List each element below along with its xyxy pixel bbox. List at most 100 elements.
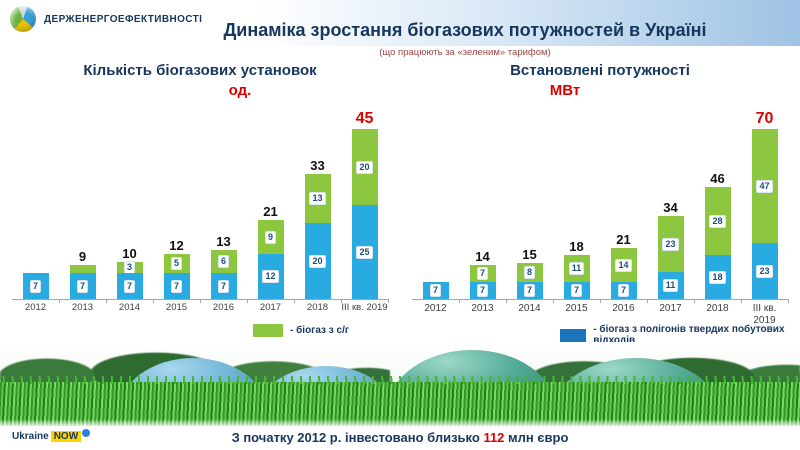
category-label: 2012 — [424, 303, 447, 314]
bar-total-label: 9 — [78, 249, 87, 264]
legend-label: - біогаз з полігонів твердих побутових в… — [593, 324, 785, 346]
invest-suffix: млн євро — [504, 430, 569, 445]
bar-segment-landfill: 12 — [257, 254, 284, 299]
bar-group: 10 3 7 — [116, 246, 143, 299]
bar-slot: 21 14 7 — [600, 102, 648, 303]
segment-value-label: 7 — [170, 279, 182, 293]
segment-value-label: 7 — [429, 284, 441, 297]
bar-segment-landfill: 7 — [163, 273, 190, 299]
category-label: 2013 — [71, 302, 94, 313]
bar-group: 14 7 7 — [469, 249, 496, 299]
bar-segment-landfill: 7 — [116, 273, 143, 299]
bar-slot: 12 5 7 — [153, 102, 201, 303]
bar-total-label: 46 — [710, 171, 725, 186]
category-label: 2014 — [518, 303, 541, 314]
bar-slot: 70 47 23 — [741, 102, 789, 303]
bar-slot: 10 3 7 — [106, 102, 154, 303]
category-label: 2013 — [471, 303, 494, 314]
category-label: 2016 — [212, 302, 235, 313]
chart-title: Кількість біогазових установок — [83, 62, 317, 79]
bar-slot: 14 7 7 — [459, 102, 507, 303]
page-subtitle: (що працюють за «зеленим» тарифом) — [379, 47, 551, 58]
segment-value-label: 7 — [123, 279, 135, 293]
bar-segment-agri: 20 — [351, 129, 378, 205]
bar-group: 70 47 23 — [751, 110, 778, 299]
bar-segment-landfill: 18 — [704, 255, 731, 299]
segment-value-label: 23 — [756, 264, 773, 278]
bar-slot: 45 20 25 — [341, 102, 389, 303]
segment-value-label: 23 — [662, 237, 679, 251]
bar-segment-landfill: 23 — [751, 243, 778, 299]
agency-name: ДЕРЖЕНЕРГОЕФЕКТИВНОСТІ — [44, 13, 203, 25]
bar-segment-agri: 7 — [469, 265, 496, 282]
bar-segment-landfill: 25 — [351, 205, 378, 299]
bar-segment-landfill: 7 — [210, 273, 237, 299]
segment-value-label: 18 — [709, 270, 726, 284]
bar-slot: 33 13 20 — [294, 102, 342, 303]
bar-segment-landfill: 7 — [469, 282, 496, 299]
bar-segment-landfill: 7 — [22, 273, 49, 299]
legend-swatch-green-icon — [253, 324, 283, 337]
segment-value-label: 20 — [309, 254, 326, 268]
chart-unit-label: од. — [228, 82, 252, 99]
bar-segment-agri: 8 — [516, 263, 543, 282]
bar-group: 7 — [422, 282, 449, 299]
bar-segment-landfill: 7 — [610, 282, 637, 299]
segment-value-label: 25 — [356, 245, 373, 259]
invest-prefix: З початку 2012 р. інвестовано близько — [231, 430, 484, 445]
bar-slot: 18 11 7 — [553, 102, 601, 303]
bar-segment-landfill: 7 — [563, 282, 590, 299]
bar-total-label: 34 — [663, 200, 678, 215]
segment-value-label: 20 — [356, 160, 373, 174]
bar-total-label: 10 — [122, 246, 137, 261]
bar-segment-agri: 47 — [751, 129, 778, 243]
segment-value-label: 6 — [217, 255, 229, 268]
segment-value-label: 7 — [523, 284, 535, 297]
bar-total-label: 15 — [522, 247, 537, 262]
category-label: 2015 — [565, 303, 588, 314]
bar-total-label: 45 — [355, 110, 374, 127]
bar-segment-agri: 14 — [610, 248, 637, 282]
category-label: 2017 — [259, 302, 282, 313]
invest-amount: 112 — [483, 430, 505, 445]
biogas-plant-photo — [0, 342, 800, 426]
segment-value-label: 7 — [76, 279, 88, 293]
segment-value-label: 12 — [262, 270, 279, 283]
footer: Ukraine NOW З початку 2012 р. інвестован… — [0, 426, 800, 450]
charts-row: Кількість біогазових установок од. 7 9 7 10… — [0, 62, 800, 326]
bar-total-label: 70 — [755, 110, 774, 127]
category-label: 2016 — [612, 303, 635, 314]
bar-segment-agri: 5 — [163, 254, 190, 273]
segment-value-label: 7 — [476, 284, 488, 297]
segment-value-label: 8 — [523, 266, 535, 279]
bar-segment-landfill: 20 — [304, 223, 331, 299]
segment-value-label: 11 — [662, 279, 679, 292]
segment-value-label: 47 — [756, 179, 773, 193]
category-label: 2014 — [118, 302, 141, 313]
category-label: 2017 — [659, 303, 682, 314]
bar-segment-agri: 23 — [657, 216, 684, 272]
bar-total-label: 14 — [475, 249, 490, 264]
header-band — [0, 0, 800, 46]
bar-segment-agri: 13 — [304, 174, 331, 223]
legend-label: - біогаз з с/г — [290, 325, 350, 336]
segment-value-label: 9 — [264, 230, 276, 244]
ukraine-now-word: Ukraine — [12, 431, 49, 442]
legend: - біогаз з с/г - біогаз з полігонів твер… — [0, 322, 800, 346]
legend-item-landfill: - біогаз з полігонів твердих побутових в… — [560, 324, 800, 346]
legend-item-agri: - біогаз з с/г — [253, 324, 349, 337]
ukraine-now-logo: Ukraine NOW — [12, 428, 91, 442]
bar-slot: 34 23 11 — [647, 102, 695, 303]
bar-group: 18 11 7 — [563, 240, 590, 299]
segment-value-label: 7 — [570, 284, 582, 297]
bar-total-label: 12 — [169, 238, 184, 253]
bar-segment-landfill: 11 — [657, 272, 684, 299]
bar-segment-agri: 28 — [704, 187, 731, 255]
chart-installed-capacity: Встановлені потужності МВт 7 14 7 7 15 8 7 18 11… — [400, 62, 800, 326]
category-label: 2015 — [165, 302, 188, 313]
category-label: 2012 — [24, 302, 47, 313]
agency-logo: ДЕРЖЕНЕРГОЕФЕКТИВНОСТІ — [10, 6, 202, 32]
bar-segment-landfill: 7 — [69, 273, 96, 299]
bar-slot: 15 8 7 — [506, 102, 554, 303]
